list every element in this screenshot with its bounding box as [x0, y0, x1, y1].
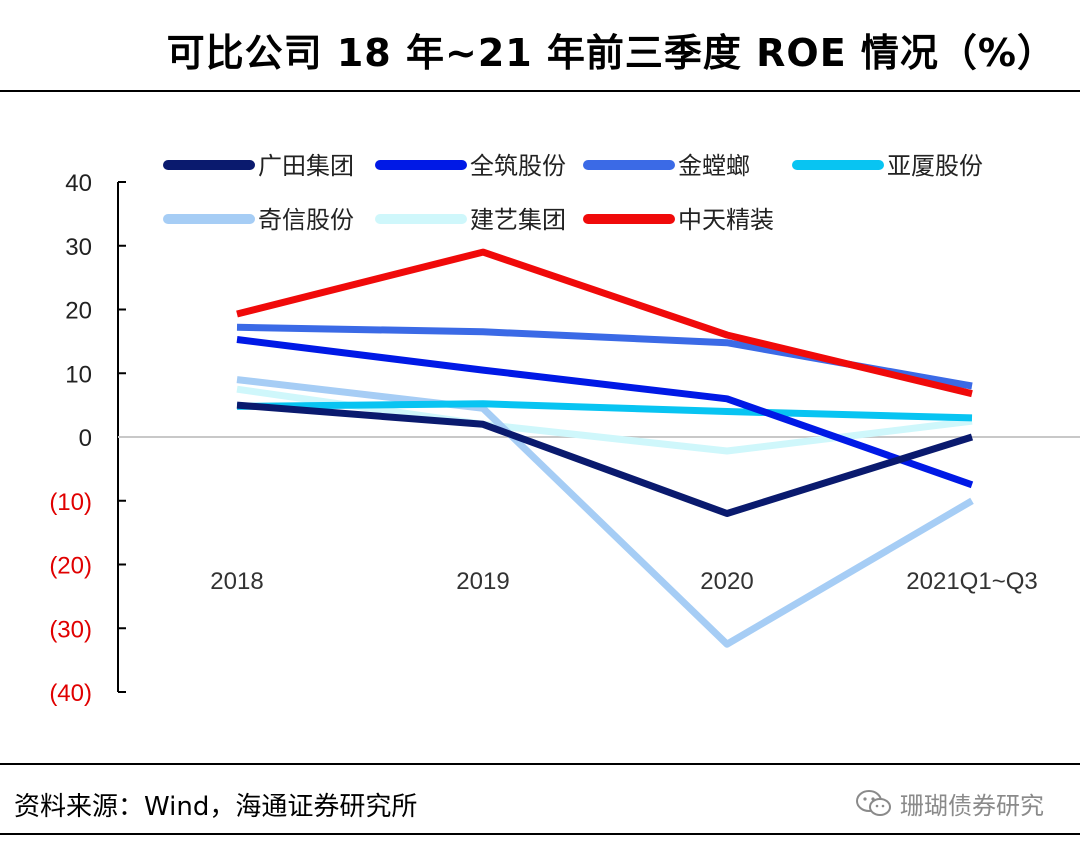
series-line-1 [236, 401, 974, 517]
y-tick-label: (40) [49, 680, 92, 707]
watermark-text: 珊瑚债券研究 [900, 792, 1044, 820]
series-line-4 [236, 400, 973, 422]
chart-title: 可比公司 18 年~21 年前三季度 ROE 情况（%） [166, 31, 1056, 75]
wechat-icon [856, 789, 891, 816]
y-tick-label: 0 [79, 425, 92, 452]
legend-label: 奇信股份 [258, 206, 354, 234]
series-line-5 [236, 376, 974, 648]
watermark: 珊瑚债券研究 [854, 786, 1044, 821]
legend-label: 建艺集团 [470, 206, 566, 234]
y-tick-label: 40 [65, 170, 92, 197]
x-tick-label: 2021Q1~Q3 [906, 568, 1037, 595]
top-rule [0, 90, 1080, 92]
middle-rule [0, 763, 1080, 765]
legend-label: 金螳螂 [678, 152, 750, 180]
source-note: 资料来源：Wind，海通证券研究所 [14, 792, 418, 822]
legend-label: 亚厦股份 [887, 152, 983, 180]
axes: 40 30 20 10 0 (10) (20) (30) (40) 2018 2019 2020 202… [49, 170, 1080, 707]
x-tick-label: 2018 [210, 568, 263, 595]
series-line-7 [236, 248, 973, 398]
series-lines [236, 248, 974, 648]
y-tick-label: (10) [49, 489, 92, 516]
y-tick-label: 10 [65, 361, 92, 388]
legend-label: 中天精装 [678, 206, 774, 234]
x-tick-label: 2020 [700, 568, 753, 595]
x-tick-label: 2019 [456, 568, 509, 595]
bottom-rule [0, 833, 1080, 835]
legend-label: 广田集团 [258, 152, 354, 180]
y-tick-label: 30 [65, 234, 92, 261]
series-line-2 [236, 336, 974, 489]
y-tick-label: 20 [65, 298, 92, 325]
y-tick-label: (20) [49, 553, 92, 580]
series-line-6 [236, 385, 973, 455]
y-tick-label: (30) [49, 616, 92, 643]
legend-label: 全筑股份 [470, 152, 566, 180]
